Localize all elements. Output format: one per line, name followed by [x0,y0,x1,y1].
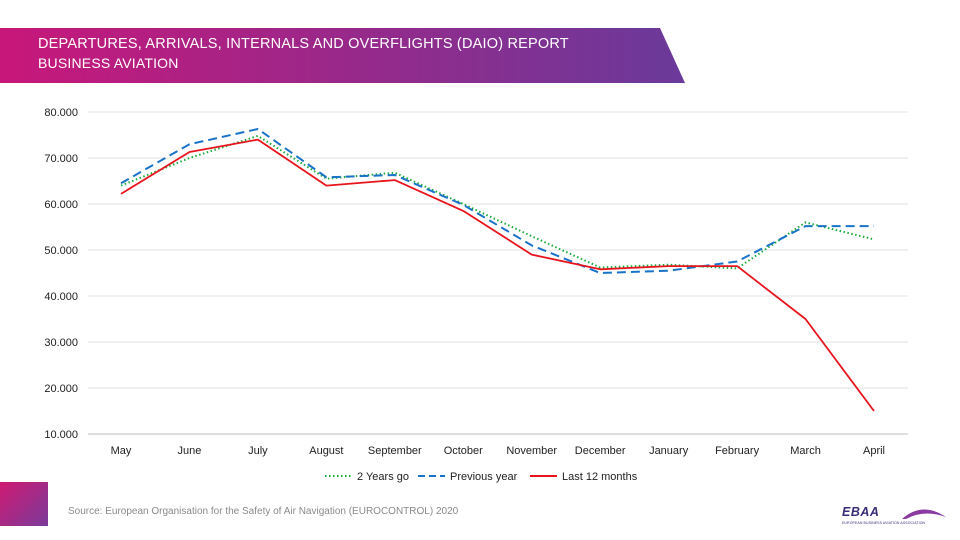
legend-label: 2 Years go [357,471,409,483]
y-tick-label: 60.000 [44,199,78,211]
page-title: DEPARTURES, ARRIVALS, INTERNALS AND OVER… [38,36,569,52]
y-tick-label: 30.000 [44,337,78,349]
y-tick-label: 40.000 [44,291,78,303]
legend-label: Previous year [450,471,518,483]
logo-swoosh-icon [902,509,946,519]
chart-legend: 2 Years go Previous year Last 12 months [325,471,638,483]
logo-subtext: EUROPEAN BUSINESS AVIATION ASSOCIATION [842,521,926,525]
x-tick-label: February [715,445,760,457]
footer-accent-block [0,482,48,526]
header-banner-shape [0,28,685,83]
header-banner [0,28,685,83]
chart-series [120,128,875,412]
y-tick-label: 20.000 [44,383,78,395]
x-tick-label: April [863,445,885,457]
x-tick-label: March [790,445,821,457]
x-tick-label: May [111,445,132,457]
ebaa-logo: EBAA EUROPEAN BUSINESS AVIATION ASSOCIAT… [842,499,948,529]
x-tick-label: August [309,445,343,457]
legend-label: Last 12 months [562,471,638,483]
chart-grid [88,111,908,435]
x-tick-label: June [178,445,202,457]
x-tick-label: December [575,445,626,457]
x-tick-label: October [444,445,483,457]
y-tick-label: 50.000 [44,245,78,257]
x-tick-label: September [368,445,422,457]
y-tick-label: 70.000 [44,153,78,165]
y-tick-label: 80.000 [44,107,78,119]
x-tick-label: July [248,445,268,457]
source-note: Source: European Organisation for the Sa… [68,506,459,517]
logo-text: EBAA [842,505,880,519]
series-line [120,134,875,270]
y-axis-ticks: 10.000 20.000 30.000 40.000 50.000 60.000 70.0… [44,107,78,441]
x-axis-ticks: May June July August September October Novembe… [111,445,885,457]
page-subtitle: BUSINESS AVIATION [38,55,179,71]
y-tick-label: 10.000 [44,429,78,441]
x-tick-label: November [506,445,557,457]
series-line [120,128,874,274]
series-line [120,138,875,412]
x-tick-label: January [649,445,689,457]
